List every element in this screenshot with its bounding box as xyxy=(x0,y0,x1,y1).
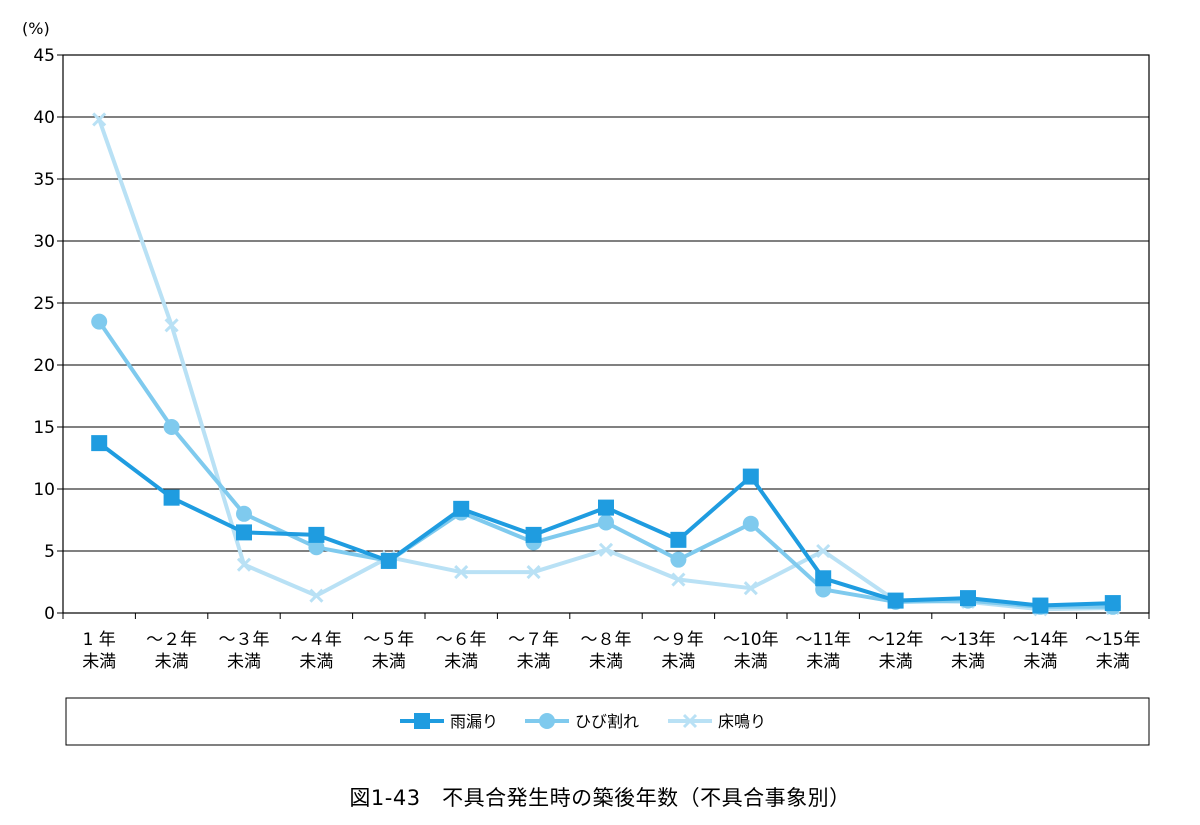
data-point xyxy=(598,499,614,516)
line-chart: (%) 0 5 10 15 20 25 30 35 40 45 1 年未満 ～２年未満 ～３年未満 ～４年… xyxy=(22,19,1150,746)
data-point xyxy=(236,557,252,572)
y-tick-label: 35 xyxy=(33,170,55,190)
data-point xyxy=(598,514,614,531)
data-point xyxy=(163,489,180,506)
data-point xyxy=(1032,597,1049,614)
legend-label: ひび割れ xyxy=(575,712,639,731)
legend-box xyxy=(65,697,1150,746)
x-tick-label: ～７年未満 xyxy=(508,630,559,672)
data-point xyxy=(92,112,107,127)
x-tick-label: 1 年未満 xyxy=(82,630,116,672)
x-tick-label: ～３年未満 xyxy=(219,630,270,672)
y-tick-label: 5 xyxy=(44,542,55,562)
y-tick-label: 30 xyxy=(33,232,55,252)
data-point xyxy=(91,435,108,452)
legend-item: 雨漏り xyxy=(400,712,498,731)
data-point xyxy=(816,543,831,559)
y-tick-label: 10 xyxy=(33,480,55,500)
x-tick-label: ～２年未満 xyxy=(146,630,197,672)
x-marker-stroke xyxy=(236,557,252,572)
x-tick-label: ～８年未満 xyxy=(581,630,632,672)
x-marker-stroke xyxy=(671,572,686,587)
y-tick-label: 15 xyxy=(33,418,55,438)
data-point xyxy=(598,542,614,557)
x-tick-label: ～14年未満 xyxy=(1013,630,1069,672)
x-tick-label: ～４年未満 xyxy=(291,630,342,672)
data-point xyxy=(236,524,252,541)
legend-marker xyxy=(414,713,430,729)
data-point xyxy=(525,526,542,543)
data-point xyxy=(742,515,759,532)
y-unit-label: (%) xyxy=(22,19,50,38)
data-point xyxy=(454,565,469,580)
data-point xyxy=(1104,595,1121,612)
data-point xyxy=(815,570,832,587)
x-tick-label: ～15年未満 xyxy=(1085,630,1141,672)
x-marker-stroke xyxy=(598,542,614,557)
x-marker-stroke xyxy=(682,713,698,729)
figure-caption: 図1-43 不具合発生時の築後年数（不具合事象別） xyxy=(349,786,851,810)
x-marker-stroke xyxy=(164,318,179,333)
data-point xyxy=(380,552,397,569)
data-point xyxy=(236,505,252,522)
legend-item: ひび割れ xyxy=(525,712,639,731)
data-point xyxy=(960,590,976,607)
data-point xyxy=(670,531,687,548)
legend-label: 雨漏り xyxy=(450,712,498,731)
x-marker-stroke xyxy=(526,565,541,580)
x-marker-stroke xyxy=(309,588,324,603)
legend-item: 床鳴り xyxy=(668,712,766,731)
data-point xyxy=(309,588,324,603)
x-marker-stroke xyxy=(816,543,831,559)
legend-marker xyxy=(682,713,698,729)
x-marker-stroke xyxy=(454,565,469,580)
x-tick-label: ～11年未満 xyxy=(795,630,851,672)
x-tick-label: ～13年未満 xyxy=(940,630,996,672)
x-marker-stroke xyxy=(92,112,107,127)
y-tick-label: 25 xyxy=(33,294,55,314)
y-tick-label: 40 xyxy=(33,108,55,128)
x-tick-label: ～５年未満 xyxy=(363,630,414,672)
data-point xyxy=(91,313,108,330)
data-point xyxy=(670,551,687,568)
y-tick-label: 0 xyxy=(44,604,55,624)
data-point xyxy=(308,526,325,543)
data-point xyxy=(742,468,759,485)
x-tick-label: ～９年未満 xyxy=(653,630,704,672)
data-point xyxy=(671,572,686,587)
x-marker-stroke xyxy=(743,581,758,596)
data-point xyxy=(164,318,179,333)
data-point xyxy=(308,539,325,556)
x-tick-label: ～６年未満 xyxy=(436,630,487,672)
x-tick-label: ～12年未満 xyxy=(868,630,924,672)
data-point xyxy=(453,500,470,517)
x-tick-label: ～10年未満 xyxy=(723,630,779,672)
legend-label: 床鳴り xyxy=(718,712,766,731)
data-point xyxy=(887,592,904,609)
series-square xyxy=(91,435,1121,614)
y-tick-label: 20 xyxy=(33,356,55,376)
data-point xyxy=(526,565,541,580)
data-point xyxy=(743,581,758,596)
legend-marker xyxy=(539,713,555,729)
y-tick-label: 45 xyxy=(33,46,55,66)
data-point xyxy=(163,419,180,435)
